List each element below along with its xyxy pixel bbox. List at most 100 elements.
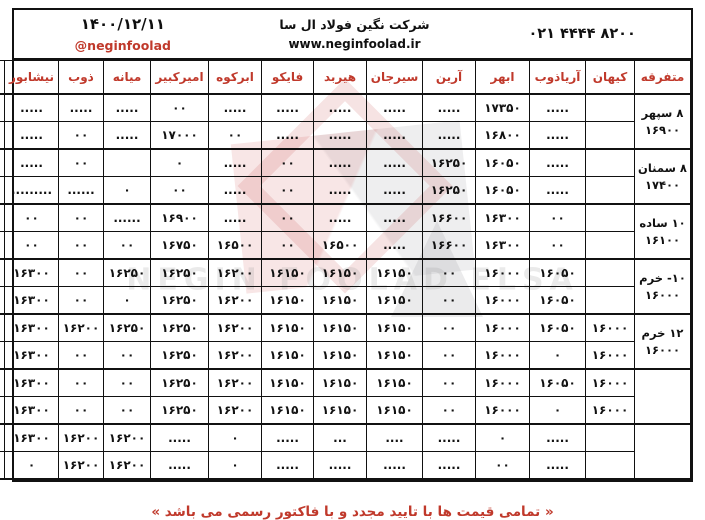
cell-size: ۱-A۳ bbox=[0, 203, 5, 232]
cell-arin: ۱۶۲۵۰ bbox=[422, 148, 476, 177]
cell-size: ۱۲A۳ bbox=[0, 176, 5, 205]
col-head-fayco: فایکو bbox=[261, 60, 314, 95]
cell-zob: ۰۰ bbox=[58, 121, 104, 150]
footer-note: « تمامی قیمت ها با تایید مجدد و با فاکتو… bbox=[151, 504, 554, 520]
table-row: ..... ۰................. ۰..... ۱۶۲۰۰ ۱۶۲۰۰ ۱… bbox=[0, 423, 691, 480]
cell-hirbod: ..... bbox=[313, 176, 367, 205]
cell-hirbod: ..... bbox=[313, 121, 367, 150]
cell-zob: ...... bbox=[58, 176, 104, 205]
cell-zob: ۰۰ bbox=[58, 258, 104, 287]
cell-fayco: ۱۶۱۵۰ bbox=[261, 286, 314, 315]
cell-zob: ۰۰ bbox=[58, 368, 104, 397]
cell-abarkouh: ۱۶۲۰۰ bbox=[208, 341, 262, 370]
col-head-zob: ذوب bbox=[58, 60, 104, 95]
col-head-misc: متفرقه bbox=[634, 60, 691, 95]
cell-neyshabour: ۱۶۳۰۰ bbox=[4, 341, 59, 370]
cell-hirbod: ۱۶۱۵۰ bbox=[313, 258, 367, 287]
cell-zob: ۰۰ bbox=[58, 341, 104, 370]
cell-zob: ۱۶۲۰۰ bbox=[58, 451, 104, 480]
cell-neyshabour: ۱۶۳۰۰ bbox=[4, 396, 59, 425]
misc-group-cell: ۱۰ ساده ۱۶۱۰۰ bbox=[634, 203, 691, 260]
cell-arin: ..... bbox=[422, 423, 476, 452]
cell-abhar: ۱۶۰۰۰ bbox=[475, 313, 530, 342]
cell-mianeh: ...... bbox=[103, 203, 151, 232]
cell-size: ۱۲A۳ bbox=[0, 231, 5, 260]
cell-arin: ۰۰ bbox=[422, 258, 476, 287]
cell-abarkouh: ..... bbox=[208, 93, 262, 122]
cell-abarkouh: ..... bbox=[208, 203, 262, 232]
cell-sirjan: ۱۶۱۵۰ bbox=[366, 286, 423, 315]
table-row: ۰۰ ۱۶۳۰۰ ۱۶۶۰۰..... ۱۶۵۰۰ ۰۰ ۱۶۵۰۰ ۱۶۷۵۰ ۰۰ ۰۰ ۰۰… bbox=[0, 231, 691, 260]
cell-amirkabir: ..... bbox=[150, 423, 209, 452]
misc-group-title: ۸ سپهر bbox=[641, 105, 684, 120]
cell-sirjan: ۱۶۱۵۰ bbox=[366, 313, 423, 342]
cell-neyshabour: ۱۶۳۰۰ bbox=[4, 423, 59, 452]
cell-size: ۱-A۳ bbox=[0, 148, 5, 177]
cell-hirbod: ... bbox=[313, 423, 367, 452]
cell-ariazob: ..... bbox=[529, 121, 586, 150]
cell-amirkabir: ۱۷۰۰۰ bbox=[150, 121, 209, 150]
header-contact-block: ۰۲۱ ۴۴۴۴ ۸۲۰۰ bbox=[463, 26, 691, 42]
cell-amirkabir: ۱۶۲۵۰ bbox=[150, 341, 209, 370]
cell-abhar: ۱۶۸۰۰ bbox=[475, 121, 530, 150]
cell-arin: ۰۰ bbox=[422, 396, 476, 425]
cell-keyhan: ۱۶۰۰۰ bbox=[585, 396, 635, 425]
social-handle[interactable]: @neginfoolad bbox=[74, 38, 171, 53]
cell-size: ۲۰ bbox=[0, 341, 5, 370]
cell-abarkouh: ۰ bbox=[208, 451, 262, 480]
cell-arin: ۰۰ bbox=[422, 286, 476, 315]
col-head-abhar: ابهر bbox=[475, 60, 530, 95]
cell-abarkouh: ۱۶۵۰۰ bbox=[208, 231, 262, 260]
misc-group-cell: ۱۰- خرم ۱۶۰۰۰ bbox=[634, 258, 691, 315]
cell-abarkouh: ۱۶۲۰۰ bbox=[208, 286, 262, 315]
col-head-neyshabour: نیشابور bbox=[4, 60, 59, 95]
cell-abhar: ۱۶۰۵۰ bbox=[475, 148, 530, 177]
cell-arin: ۱۶۶۰۰ bbox=[422, 231, 476, 260]
misc-group-cell: ۸ سپهر ۱۶۹۰۰ bbox=[634, 93, 691, 150]
website-link[interactable]: www.neginfoolad.ir bbox=[288, 37, 421, 51]
col-head-ariazob: آریاذوب bbox=[529, 60, 586, 95]
misc-group-title: ۱۲ خرم bbox=[641, 325, 684, 340]
table-row: ۸ سپهر ۱۶۹۰۰..... ۱۷۳۵۰...................… bbox=[0, 93, 691, 150]
cell-abarkouh: ..... bbox=[208, 176, 262, 205]
cell-ariazob: ..... bbox=[529, 451, 586, 480]
cell-keyhan bbox=[585, 451, 635, 480]
cell-ariazob: ۱۶۰۵۰ bbox=[529, 286, 586, 315]
company-name: شرکت نگین فولاد ال سا bbox=[279, 17, 430, 32]
cell-ariazob: ۰۰ bbox=[529, 203, 586, 232]
col-head-sirjan: سیرجان bbox=[366, 60, 423, 95]
misc-group-price: ۱۶۹۰۰ bbox=[644, 122, 681, 137]
cell-mianeh: ۰۰ bbox=[103, 368, 151, 397]
table-row: ۱۰ ساده ۱۶۱۰۰ ۰۰ ۱۶۳۰۰ ۱۶۶۰۰.......... ۰۰....… bbox=[0, 203, 691, 260]
cell-zob: ۱۶۲۰۰ bbox=[58, 313, 104, 342]
cell-abarkouh: ۱۶۲۰۰ bbox=[208, 396, 262, 425]
misc-group-cell: ۱۲ خرم ۱۶۰۰۰ bbox=[634, 313, 691, 370]
cell-amirkabir: ۱۶۲۵۰ bbox=[150, 286, 209, 315]
cell-arin: ۱۶۶۰۰ bbox=[422, 203, 476, 232]
cell-abarkouh: ۰ bbox=[208, 423, 262, 452]
cell-zob: ۰۰ bbox=[58, 396, 104, 425]
cell-size: ۲۸ bbox=[0, 423, 5, 452]
cell-neyshabour: ..... bbox=[4, 93, 59, 122]
cell-keyhan bbox=[585, 148, 635, 177]
table-row: ۱۰- خرم ۱۶۰۰۰ ۱۶۰۵۰ ۱۶۰۰۰ ۰۰ ۱۶۱۵۰ ۱۶۱۵۰ ۱۶۱۵۰ ۱… bbox=[0, 258, 691, 315]
cell-abarkouh: ۱۶۲۰۰ bbox=[208, 368, 262, 397]
cell-neyshabour: ......... bbox=[4, 176, 59, 205]
cell-arin: ۰۰ bbox=[422, 313, 476, 342]
cell-amirkabir: ۱۶۷۵۰ bbox=[150, 231, 209, 260]
cell-size: ۲۲ bbox=[0, 368, 5, 397]
table-row: ۸ سمنان ۱۷۴۰۰..... ۱۶۰۵۰ ۱۶۲۵۰.......... ۰۰.… bbox=[0, 148, 691, 205]
cell-zob: ۰۰ bbox=[58, 203, 104, 232]
table-row: ۱۶۰۰۰ ۰ ۱۶۰۰۰ ۰۰ ۱۶۱۵۰ ۱۶۱۵۰ ۱۶۱۵۰ ۱۶۲۰۰ ۱۶۲۵۰ ۰۰… bbox=[0, 396, 691, 425]
cell-abhar: ۱۶۰۰۰ bbox=[475, 368, 530, 397]
cell-size: ۸ bbox=[0, 121, 5, 150]
cell-mianeh: ..... bbox=[103, 93, 151, 122]
cell-abhar: ۱۶۰۰۰ bbox=[475, 258, 530, 287]
cell-amirkabir: ۱۶۹۰۰ bbox=[150, 203, 209, 232]
misc-group-cell: ۸ سمنان ۱۷۴۰۰ bbox=[634, 148, 691, 205]
misc-group-title: ۱۰ ساده bbox=[639, 215, 686, 230]
cell-neyshabour: ۱۶۳۰۰ bbox=[4, 313, 59, 342]
cell-fayco: ۱۶۱۵۰ bbox=[261, 313, 314, 342]
cell-abarkouh: ..... bbox=[208, 148, 262, 177]
cell-keyhan bbox=[585, 203, 635, 232]
